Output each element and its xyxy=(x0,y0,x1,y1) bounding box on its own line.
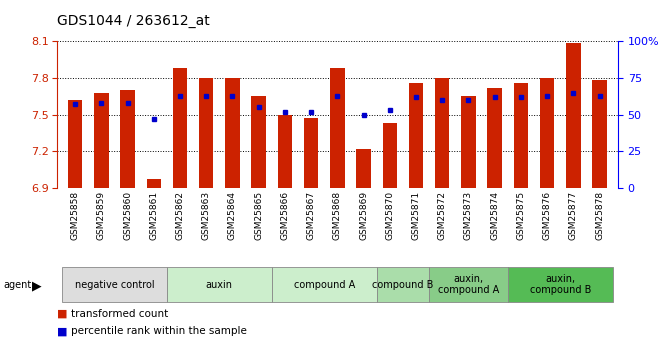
Text: agent: agent xyxy=(3,280,31,289)
Text: percentile rank within the sample: percentile rank within the sample xyxy=(71,326,247,336)
Bar xyxy=(566,43,580,188)
Text: ▶: ▶ xyxy=(32,280,41,293)
Bar xyxy=(540,78,554,188)
Text: ■: ■ xyxy=(57,326,67,336)
Text: GDS1044 / 263612_at: GDS1044 / 263612_at xyxy=(57,14,210,28)
Text: negative control: negative control xyxy=(75,280,154,289)
Bar xyxy=(593,80,607,188)
Bar xyxy=(435,78,450,188)
Text: compound A: compound A xyxy=(294,280,355,289)
Bar xyxy=(173,68,187,188)
Bar xyxy=(304,118,319,188)
Text: auxin,
compound A: auxin, compound A xyxy=(438,274,499,295)
Text: compound B: compound B xyxy=(372,280,434,289)
Bar xyxy=(461,96,476,188)
Bar xyxy=(383,123,397,188)
Bar xyxy=(409,83,424,188)
Text: auxin: auxin xyxy=(206,280,233,289)
Bar xyxy=(356,149,371,188)
Text: auxin,
compound B: auxin, compound B xyxy=(530,274,591,295)
Bar xyxy=(94,93,109,188)
Bar xyxy=(330,68,345,188)
Bar xyxy=(120,90,135,188)
Bar xyxy=(251,96,266,188)
Bar xyxy=(225,78,240,188)
Text: ■: ■ xyxy=(57,309,67,319)
Bar xyxy=(199,78,214,188)
Bar xyxy=(514,83,528,188)
Bar xyxy=(488,88,502,188)
Bar xyxy=(278,115,292,188)
Text: transformed count: transformed count xyxy=(71,309,169,319)
Bar xyxy=(68,100,82,188)
Bar xyxy=(146,179,161,188)
